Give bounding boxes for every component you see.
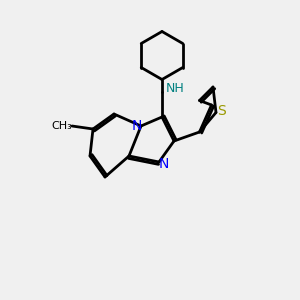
- Text: CH₃: CH₃: [51, 121, 72, 131]
- Text: NH: NH: [166, 82, 185, 95]
- Text: N: N: [158, 157, 169, 170]
- Text: S: S: [218, 104, 226, 118]
- Text: N: N: [131, 119, 142, 133]
